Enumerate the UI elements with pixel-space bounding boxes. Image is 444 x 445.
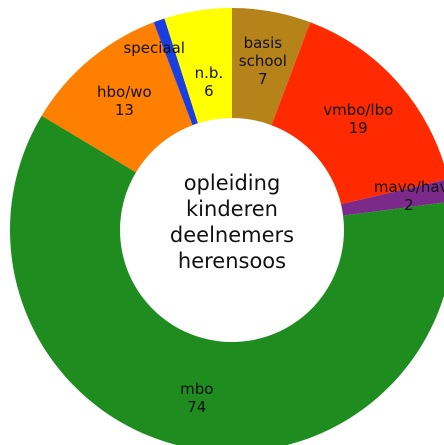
slice-label: n.b. 6 (174, 64, 244, 100)
slice-label: vmbo/lbo 19 (323, 101, 393, 137)
value-label: 2 (404, 195, 414, 214)
donut-slice (341, 179, 444, 216)
category-label: mavo/havo (373, 177, 444, 196)
category-label: basis school (238, 33, 287, 70)
donut-slice (271, 22, 444, 205)
chart-title: opleiding kinderen deelnemers herensoos (169, 171, 295, 273)
category-label: mbo (180, 380, 214, 399)
donut-slice (164, 8, 232, 124)
value-label: 7 (258, 69, 268, 88)
slice-label: hbo/wo 13 (89, 83, 159, 119)
slice-label: speciaal (119, 39, 189, 57)
value-label: 19 (348, 119, 368, 138)
value-label: 74 (187, 398, 207, 417)
donut-slice (41, 22, 193, 173)
donut-slice (232, 8, 311, 126)
category-label: vmbo/lbo (323, 101, 394, 120)
donut-slice (153, 18, 198, 126)
category-label: hbo/wo (97, 82, 152, 101)
value-label: 6 (204, 81, 214, 100)
donut-slice (10, 115, 444, 445)
slice-label: mavo/havo2 (374, 178, 444, 214)
category-label: speciaal (123, 39, 185, 58)
category-label: n.b. (194, 63, 224, 82)
value-label: 13 (114, 100, 134, 119)
slice-label: basis school 7 (228, 34, 298, 88)
slice-label: mbo 74 (162, 380, 232, 416)
